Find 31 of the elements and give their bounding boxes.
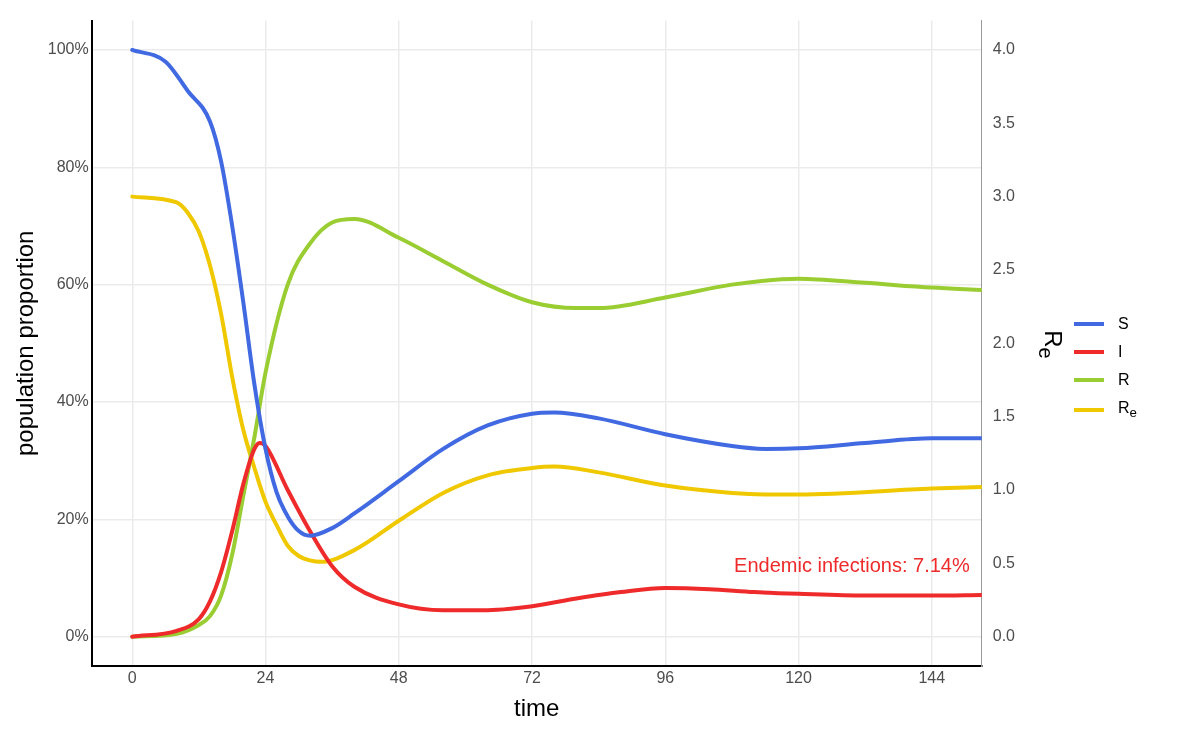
- x-tick-label: 0: [127, 669, 137, 687]
- legend-label: R: [1118, 371, 1130, 390]
- y-tick-label: 100%: [47, 40, 89, 58]
- annotation: Endemic infections: 7.14%: [734, 554, 970, 577]
- x-tick-label: 120: [785, 669, 812, 687]
- line-series: [130, 441, 982, 639]
- x-tick-label: 72: [523, 669, 542, 687]
- y-tick-label: 40%: [56, 392, 89, 410]
- x-tick-label: 24: [256, 669, 275, 687]
- y-tick-label: 0%: [65, 627, 89, 645]
- y-tick-label: 60%: [56, 275, 89, 293]
- line-series: [130, 47, 982, 538]
- y2-tick-label: 2.0: [992, 333, 1016, 351]
- x-tick-label: 48: [389, 669, 408, 687]
- x-tick-label: 144: [918, 669, 946, 687]
- y-tick-label: 80%: [56, 157, 89, 175]
- y2-tick-label: 0.0: [992, 627, 1016, 645]
- legend-label: I: [1118, 343, 1123, 362]
- y2-tick-label: 0.5: [992, 553, 1016, 571]
- y2-tick-label: 1.0: [992, 480, 1016, 498]
- y2-tick-label: 4.0: [992, 40, 1016, 58]
- y2-tick-label: 3.5: [992, 113, 1016, 131]
- x-axis-title: time: [514, 694, 560, 722]
- y2-tick-label: 3.0: [992, 187, 1016, 205]
- y-axis-title: population proportion: [11, 230, 39, 457]
- legend-label: S: [1118, 315, 1129, 334]
- y2-tick-label: 2.5: [992, 260, 1016, 278]
- x-tick-label: 96: [656, 669, 675, 687]
- y2-tick-label: 1.5: [992, 407, 1016, 425]
- y-tick-label: 20%: [56, 509, 89, 527]
- legend-label: R$_{e}$: [1118, 399, 1137, 421]
